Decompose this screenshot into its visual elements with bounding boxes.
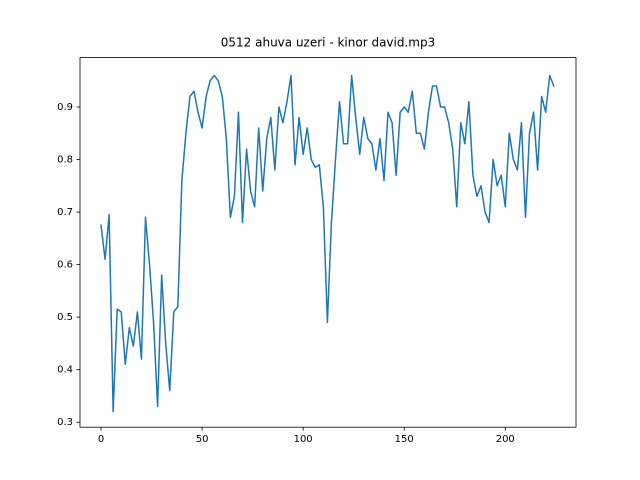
y-tick-label: 0.3 xyxy=(57,417,73,428)
y-tick-label: 0.5 xyxy=(57,312,73,323)
x-tick-label: 0 xyxy=(98,434,104,445)
y-tick-label: 0.7 xyxy=(57,207,73,218)
x-tick-label: 200 xyxy=(496,434,515,445)
plot-frame xyxy=(79,57,577,428)
y-tick-label: 0.8 xyxy=(57,155,73,166)
chart-title: 0512 ahuva uzeri - kinor david.mp3 xyxy=(221,36,435,50)
y-tick-label: 0.4 xyxy=(57,365,73,376)
x-tick-label: 50 xyxy=(196,434,209,445)
y-tick-label: 0.6 xyxy=(57,260,73,271)
x-tick-label: 150 xyxy=(395,434,414,445)
x-tick-label: 100 xyxy=(294,434,313,445)
data-line xyxy=(100,74,555,413)
y-tick-label: 0.9 xyxy=(57,102,73,113)
